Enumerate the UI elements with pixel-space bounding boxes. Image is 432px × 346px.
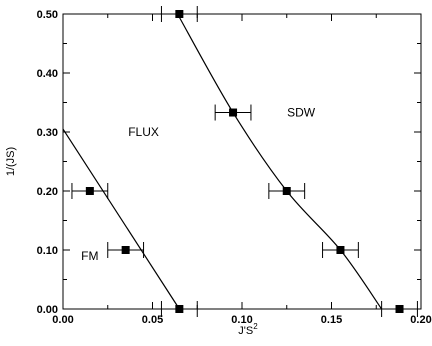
region-label-sdw: SDW (287, 106, 316, 120)
phase-boundary-2 (177, 13, 383, 310)
data-point (175, 305, 184, 313)
x-axis-label: J'S2 (238, 322, 258, 337)
y-tick-label: 0.20 (37, 186, 58, 198)
data-point (229, 108, 238, 117)
y-tick-label: 0.00 (37, 304, 58, 316)
x-axis-label-superscript: 2 (253, 322, 258, 331)
x-tick-label: 0.05 (142, 314, 163, 326)
x-tick-label: 0.20 (410, 314, 431, 326)
plot-frame (62, 13, 422, 310)
x-tick-label: 0.10 (231, 314, 252, 326)
data-point (336, 246, 345, 254)
data-point (395, 305, 404, 313)
x-tick-label: 0.15 (321, 314, 342, 326)
y-tick-label: 0.50 (37, 9, 58, 21)
region-label-flux: FLUX (128, 125, 159, 139)
phase-boundary-1 (62, 128, 180, 310)
data-point (85, 187, 94, 195)
y-tick-label: 0.10 (37, 245, 58, 257)
x-tick-label: 0.00 (52, 314, 73, 326)
data-point (175, 10, 184, 18)
data-point (121, 246, 130, 254)
data-point (282, 187, 291, 195)
y-axis-label: 1/(JS) (5, 147, 17, 176)
region-label-fm: FM (81, 249, 98, 263)
y-tick-label: 0.40 (37, 68, 58, 80)
y-tick-label: 0.30 (37, 127, 58, 139)
